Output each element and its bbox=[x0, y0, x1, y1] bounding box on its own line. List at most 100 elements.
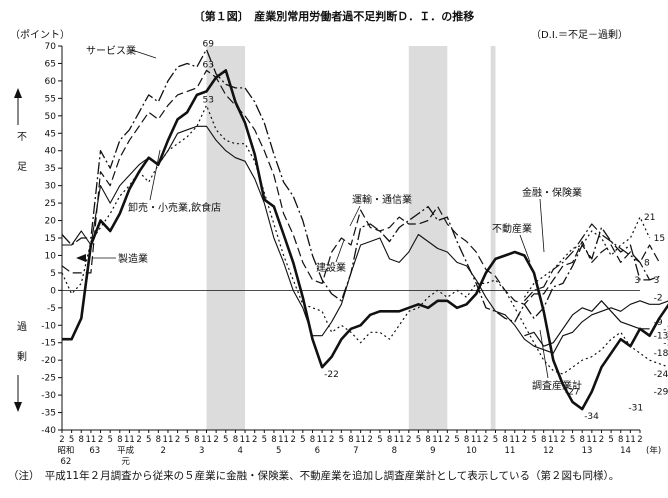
x-tick-label: 11 bbox=[240, 435, 251, 445]
year-label: 2 bbox=[160, 446, 165, 456]
label-finance-leader bbox=[539, 198, 545, 253]
year-label: 8 bbox=[392, 446, 397, 456]
x-tick-label: 11 bbox=[394, 435, 405, 445]
series-line bbox=[62, 69, 668, 411]
y-tick-label: 15 bbox=[45, 234, 56, 244]
x-tick-label: 8 bbox=[233, 435, 238, 445]
annotation-label: -9 bbox=[654, 318, 663, 328]
x-tick-label: 2 bbox=[560, 435, 565, 445]
x-tick-label: 8 bbox=[271, 435, 276, 445]
x-tick-label: 2 bbox=[406, 435, 411, 445]
y-tick-label: 30 bbox=[45, 182, 57, 192]
side-label-shortage: 不 bbox=[17, 132, 27, 143]
x-tick-label: 2 bbox=[637, 435, 642, 445]
shaded-period bbox=[490, 46, 496, 430]
x-tick-label: 5 bbox=[570, 435, 575, 445]
series-line bbox=[62, 125, 668, 354]
chart-title: 〔第１図〕 産業別常用労働者過不足判断Ｄ．Ｉ．の推移 bbox=[194, 9, 475, 23]
footnote: （注） 平成11年２月調査から従来の５産業に金融・保険業、不動産業を追加し調査産… bbox=[8, 470, 620, 482]
x-tick-label: 5 bbox=[454, 435, 459, 445]
y-tick-label: 55 bbox=[45, 94, 56, 104]
y-tick-label: 65 bbox=[45, 59, 56, 69]
year-label: 10 bbox=[466, 446, 477, 456]
x-tick-label: 11 bbox=[85, 435, 96, 445]
x-tick-label: 11 bbox=[509, 435, 520, 445]
label-all-industries: 調査産業計 bbox=[532, 379, 582, 392]
year-label: 12 bbox=[543, 446, 554, 456]
x-tick-label: 5 bbox=[185, 435, 190, 445]
shortage-arrow-head bbox=[14, 88, 22, 98]
annotation-label: -13 bbox=[654, 332, 668, 342]
series-line bbox=[523, 216, 651, 298]
label-all-industries-leader bbox=[539, 329, 549, 379]
series-line bbox=[523, 223, 651, 302]
y-tick-label: -15 bbox=[41, 339, 56, 349]
side-label-surplus: 剰 bbox=[17, 351, 27, 363]
x-tick-label: 5 bbox=[107, 435, 112, 445]
y-tick-label: 40 bbox=[45, 147, 57, 157]
x-tick-label: 11 bbox=[432, 435, 443, 445]
y-tick-label: 25 bbox=[45, 199, 56, 209]
x-tick-label: 8 bbox=[464, 435, 469, 445]
x-tick-label: 5 bbox=[300, 435, 305, 445]
x-tick-label: 11 bbox=[471, 435, 482, 445]
y-tick-label: 10 bbox=[45, 251, 57, 261]
y-tick-label: -5 bbox=[47, 304, 56, 314]
year-label: 13 bbox=[582, 446, 593, 456]
x-tick-label: 11 bbox=[548, 435, 559, 445]
annotation-label: 3 bbox=[634, 276, 640, 286]
label-manufacturing-arrow bbox=[76, 254, 86, 262]
x-tick-label: 5 bbox=[531, 435, 536, 445]
shaded-period bbox=[408, 46, 448, 430]
annotation-label: -18 bbox=[654, 349, 668, 359]
annotation-label: -31 bbox=[628, 404, 643, 414]
y-tick-label: -25 bbox=[41, 374, 56, 384]
label-transport-leader bbox=[349, 205, 361, 227]
y-tick-label: -10 bbox=[41, 321, 56, 331]
annotation-label: 3 bbox=[654, 276, 660, 286]
x-tick-label: 8 bbox=[348, 435, 353, 445]
x-tick-label: 11 bbox=[278, 435, 289, 445]
y-tick-label: 20 bbox=[45, 217, 57, 227]
x-tick-label: 8 bbox=[310, 435, 315, 445]
series-line bbox=[61, 48, 660, 323]
x-tick-label: 2 bbox=[59, 435, 64, 445]
label-realestate-leader bbox=[519, 234, 531, 263]
year-label: 7 bbox=[353, 446, 358, 456]
year-label: 昭和 bbox=[57, 446, 74, 456]
year-unit: (年) bbox=[646, 445, 661, 456]
x-tick-label: 8 bbox=[387, 435, 392, 445]
y-tick-label: 60 bbox=[45, 77, 57, 87]
x-tick-label: 11 bbox=[163, 435, 174, 445]
year-label: 平成 bbox=[117, 445, 135, 456]
y-unit-label: （ポイント） bbox=[10, 29, 70, 41]
x-tick-label: 2 bbox=[445, 435, 450, 445]
x-tick-label: 5 bbox=[608, 435, 613, 445]
annotation-label: -11 bbox=[663, 325, 668, 335]
series-line bbox=[524, 300, 650, 347]
x-tick-label: 8 bbox=[117, 435, 122, 445]
x-tick-label: 2 bbox=[136, 435, 141, 445]
x-tick-label: 11 bbox=[355, 435, 366, 445]
annotation-label: -2 bbox=[654, 293, 663, 303]
x-tick-label: 8 bbox=[194, 435, 199, 445]
year-label: 63 bbox=[89, 446, 100, 456]
x-tick-label: 5 bbox=[262, 435, 267, 445]
annotation-label: -29 bbox=[654, 388, 668, 398]
y-tick-label: -20 bbox=[41, 356, 56, 366]
x-tick-label: 5 bbox=[339, 435, 344, 445]
y-tick-label: 0 bbox=[50, 286, 56, 296]
x-tick-label: 11 bbox=[625, 435, 636, 445]
x-tick-label: 2 bbox=[252, 435, 257, 445]
label-realestate: 不動産業 bbox=[492, 222, 532, 235]
annotation-label: 15 bbox=[654, 234, 665, 244]
x-tick-label: 2 bbox=[98, 435, 103, 445]
year-label: 9 bbox=[430, 446, 435, 456]
annotation-label: 69 bbox=[203, 39, 215, 49]
annotation-label: -34 bbox=[584, 412, 599, 422]
x-tick-label: 5 bbox=[493, 435, 498, 445]
x-tick-label: 11 bbox=[201, 435, 212, 445]
annotation-label: -15 bbox=[663, 339, 668, 349]
x-tick-label: 5 bbox=[416, 435, 421, 445]
